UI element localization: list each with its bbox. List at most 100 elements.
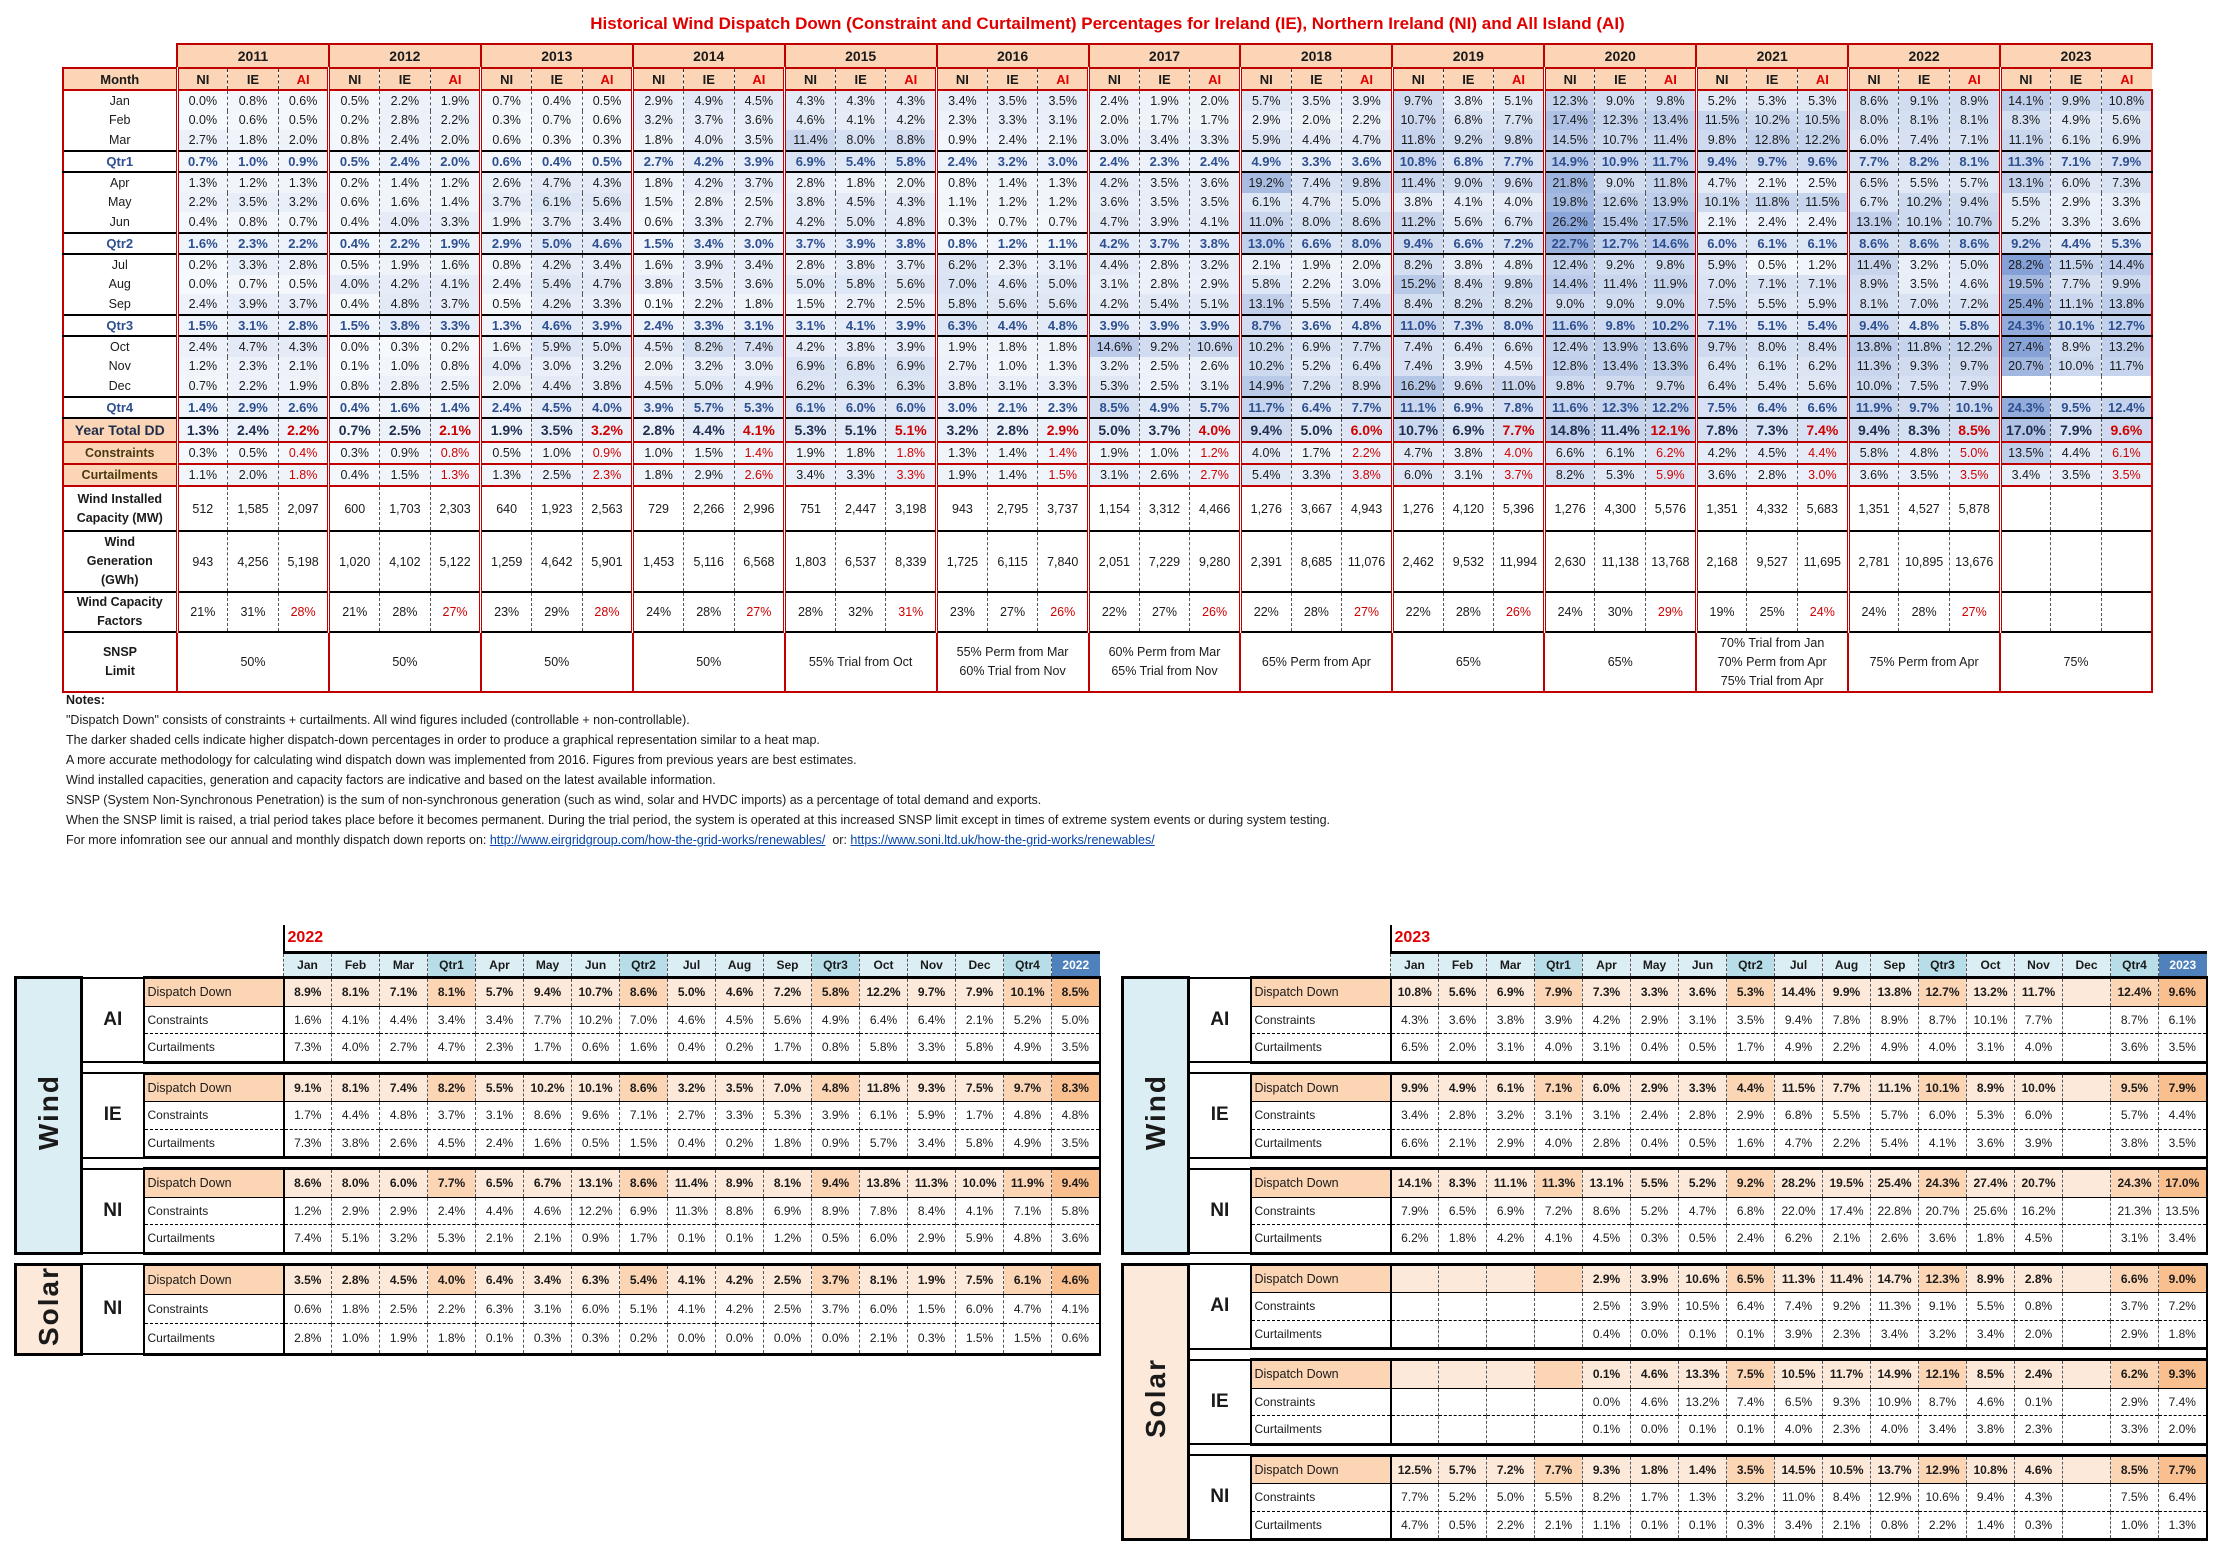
- wind-ai-row: Curtailments 6.5% 2.0% 3.1% 4.0% 3.1% 0.4% 0.5%…: [1123, 1033, 2208, 1064]
- value-cell: [1486, 1292, 1535, 1320]
- value-cell: 7.9%: [955, 976, 1004, 1007]
- group-label-solar: Solar: [1121, 1262, 1190, 1541]
- value-cell: [2062, 1510, 2111, 1541]
- summary-cell: 1.3%: [175, 417, 228, 443]
- percent-cell: 9.8%: [1493, 274, 1545, 294]
- value-cell: 24.3%: [2110, 1167, 2159, 1198]
- value-cell: 1.5%: [1003, 1323, 1052, 1356]
- snsp-cell: 65% Perm from Apr: [1239, 631, 1393, 693]
- region-header-ie: IE: [1290, 67, 1342, 91]
- percent-cell: 2.4%: [479, 395, 532, 419]
- percent-cell: 10.2%: [1238, 356, 1292, 376]
- summary-cell: 5.8%: [1846, 441, 1899, 464]
- percent-cell: 4.2%: [682, 172, 735, 193]
- eirgrid-link[interactable]: http://www.eirgridgroup.com/how-the-grid…: [489, 833, 826, 847]
- percent-cell: 2.5%: [1138, 376, 1190, 397]
- percent-cell: 2.7%: [834, 294, 886, 315]
- value-cell: 8.1%: [763, 1167, 812, 1198]
- percent-cell: 6.4%: [1442, 336, 1494, 357]
- value-cell: 2.3%: [475, 1033, 524, 1064]
- percent-cell: 2.4%: [1189, 149, 1241, 173]
- value-cell: 2.2%: [427, 1294, 476, 1324]
- percent-cell: 8.0%: [1493, 313, 1545, 337]
- value-cell: [1438, 1262, 1487, 1293]
- value-cell: 3.3%: [1630, 976, 1679, 1007]
- percent-cell: 4.2%: [885, 110, 937, 130]
- summary-cell: 4.0%: [1189, 417, 1241, 443]
- value-cell: 13.1%: [1582, 1167, 1631, 1198]
- value-cell: 0.5%: [1678, 1033, 1727, 1064]
- region-header-ai: AI: [1037, 67, 1089, 91]
- stats-cell: 943: [935, 485, 988, 531]
- percent-cell: 3.2%: [986, 149, 1038, 173]
- percent-cell: 3.4%: [581, 212, 633, 233]
- stats-cell: 24%: [1542, 591, 1595, 632]
- percent-cell: 5.5%: [1998, 192, 2051, 212]
- stats-cell: [2100, 530, 2153, 592]
- percent-cell: 5.2%: [1694, 90, 1747, 111]
- stats-cell: 3,667: [1290, 485, 1342, 531]
- stats-cell: [2100, 485, 2153, 531]
- summary-cell: 1.0%: [530, 441, 583, 464]
- value-cell: 2.0%: [2014, 1319, 2063, 1350]
- percent-cell: 13.6%: [1645, 336, 1697, 357]
- metric-label: Constraints: [142, 1006, 285, 1034]
- percent-cell: 11.8%: [1746, 192, 1798, 212]
- value-cell: 10.8%: [1390, 976, 1439, 1007]
- summary-cell: 1.0%: [631, 441, 684, 464]
- solar-ie-row: IE Dispatch Down 0.1% 4.6% 13.3% 7.5% 10.5% 11.…: [1123, 1358, 2208, 1445]
- summary-cell: 2.2%: [1341, 441, 1393, 464]
- region-header-ie: IE: [834, 67, 886, 91]
- percent-cell: 13.1%: [1998, 172, 2051, 193]
- value-cell: 8.5%: [2110, 1453, 2159, 1484]
- soni-link[interactable]: https://www.soni.ltd.uk/how-the-grid-wor…: [850, 833, 1155, 847]
- summary-cell: 1.1%: [175, 463, 228, 486]
- value-cell: 9.6%: [571, 1101, 620, 1129]
- percent-cell: 12.2%: [1948, 336, 2001, 357]
- value-cell: 22.0%: [1774, 1197, 1823, 1225]
- value-cell: 4.9%: [1003, 1128, 1052, 1159]
- summary-cell: 4.4%: [1797, 441, 1849, 464]
- percent-cell: 7.4%: [1341, 294, 1393, 315]
- percent-cell: 0.0%: [175, 274, 228, 294]
- percent-cell: 0.4%: [327, 231, 380, 255]
- value-cell: 4.1%: [1534, 1224, 1583, 1255]
- percent-cell: 2.2%: [175, 192, 228, 212]
- percent-cell: 2.9%: [2050, 192, 2102, 212]
- percent-cell: 7.4%: [733, 336, 785, 357]
- summary-cell: 2.9%: [682, 463, 735, 486]
- percent-cell: 7.1%: [1694, 313, 1747, 337]
- metric-label: Curtailments: [1249, 1128, 1392, 1159]
- value-cell: 0.2%: [715, 1033, 764, 1064]
- percent-cell: 9.4%: [1694, 149, 1747, 173]
- column-header: Qtr4: [1003, 951, 1052, 979]
- percent-cell: 0.8%: [227, 212, 279, 233]
- percent-cell: 5.3%: [1087, 376, 1140, 397]
- region-header-ai: AI: [2100, 67, 2152, 91]
- value-cell: 3.5%: [2158, 1128, 2208, 1159]
- percent-cell: 6.1%: [1238, 192, 1292, 212]
- column-header: Qtr2: [1726, 951, 1775, 979]
- value-cell: 12.9%: [1918, 1453, 1967, 1484]
- percent-cell: 1.6%: [379, 395, 431, 419]
- snsp-cell: 50%: [327, 631, 481, 693]
- row-jun: Jun 0.4% 0.8% 0.7% 0.4% 4.0% 3.3% 1.9% 3.7% 3.4% 0…: [62, 212, 2153, 233]
- percent-cell: 1.3%: [1037, 172, 1089, 193]
- stats-cell: 2,168: [1694, 530, 1747, 592]
- value-cell: 0.5%: [1678, 1128, 1727, 1159]
- value-cell: 12.3%: [1918, 1262, 1967, 1293]
- value-cell: 4.6%: [1630, 1388, 1679, 1416]
- row-label: Qtr2: [62, 231, 178, 255]
- value-cell: 4.7%: [1774, 1128, 1823, 1159]
- summary-cell: 3.4%: [783, 463, 836, 486]
- percent-cell: 8.3%: [1998, 110, 2051, 130]
- value-cell: 1.4%: [1678, 1453, 1727, 1484]
- row-label: Wind Capacity Factors: [62, 591, 178, 632]
- row-label: Qtr3: [62, 313, 178, 337]
- metric-label: Dispatch Down: [142, 1167, 285, 1198]
- percent-cell: 21.8%: [1542, 172, 1595, 193]
- row-nov: Nov 1.2% 2.3% 2.1% 0.1% 1.0% 0.8% 4.0% 3.0% 3.2% 2…: [62, 356, 2153, 376]
- value-cell: 2.5%: [763, 1262, 812, 1295]
- value-cell: [2062, 976, 2111, 1007]
- percent-cell: 4.8%: [1037, 313, 1089, 337]
